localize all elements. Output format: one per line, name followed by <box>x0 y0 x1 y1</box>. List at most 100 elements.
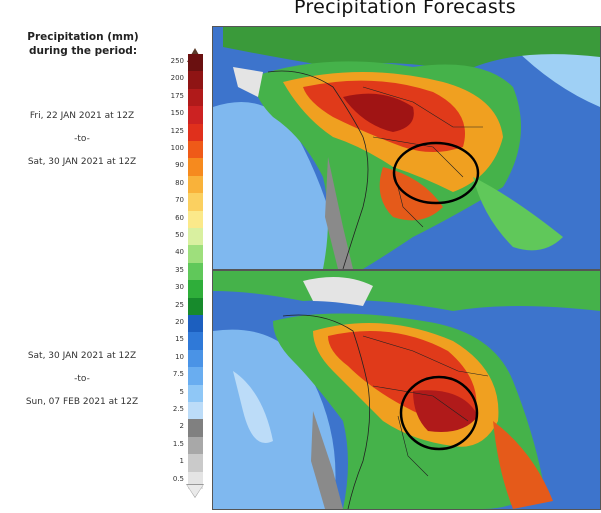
colorbar-tick-label: 7.5 <box>172 370 184 379</box>
colorbar-swatch <box>188 193 203 211</box>
colorbar-swatch <box>188 384 203 402</box>
map-2-rain-darkred <box>413 390 478 432</box>
colorbar-level: 10 <box>161 349 221 368</box>
colorbar-swatch <box>188 332 203 350</box>
colorbar-level: 125 <box>161 123 221 141</box>
period-1-end: Sat, 30 JAN 2021 at 12Z <box>27 157 137 167</box>
colorbar-level: 150 <box>161 106 221 124</box>
colorbar-tick-label: 0.5 <box>172 474 184 483</box>
map-1-andes-gray <box>325 157 353 269</box>
colorbar-level: 90 <box>161 158 221 176</box>
colorbar-level: 1 <box>161 454 221 472</box>
colorbar-tick-label: 30 <box>175 283 184 292</box>
colorbar-swatch <box>188 349 203 368</box>
colorbar-tick-label: 90 <box>175 161 184 170</box>
map-1-pacific-light <box>213 102 343 269</box>
colorbar-tick-label: 60 <box>175 213 184 222</box>
colorbar-tick-label: 20 <box>175 318 184 326</box>
colorbar-level: 100 <box>161 141 221 159</box>
colorbar-tick-label: 250 <box>170 57 184 65</box>
colorbar-tick-label: 40 <box>175 248 184 257</box>
map-1-rain-darkred <box>343 93 414 132</box>
colorbar-level: 2.5 <box>161 402 221 420</box>
colorbar-level: 15 <box>161 332 221 350</box>
map-1-svg <box>213 27 600 269</box>
colorbar-swatch <box>188 71 203 89</box>
colorbar-swatch <box>188 88 203 107</box>
legend-title-line1: Precipitation (mm) <box>27 31 139 43</box>
forecast-map-period-1 <box>212 26 601 270</box>
colorbar-swatch <box>188 245 203 263</box>
forecast-map-period-2 <box>212 270 601 510</box>
colorbar: 250 200 175 150 125 100 90 80 70 60 50 40 35 30 25 20 15… <box>161 54 221 490</box>
colorbar-swatch <box>188 454 203 472</box>
map-2-dry-north <box>303 277 373 306</box>
colorbar-swatch <box>188 262 203 281</box>
map-1-coastline <box>267 70 369 269</box>
colorbar-tick-label: 5 <box>179 387 184 396</box>
legend-title-line2: during the period: <box>28 45 138 57</box>
colorbar-swatch <box>188 123 203 141</box>
colorbar-swatch <box>188 228 203 246</box>
colorbar-swatch <box>188 54 203 72</box>
legend-title: Precipitation (mm) during the period: <box>8 30 158 58</box>
map-1-highlight-circle <box>392 141 480 205</box>
colorbar-level: 20 <box>161 315 221 333</box>
colorbar-level: 50 <box>161 228 221 246</box>
period-1-separator: -to- <box>74 134 90 144</box>
map-2-coastline <box>282 314 371 509</box>
map-2-pacific-light <box>213 329 336 509</box>
colorbar-swatch <box>188 315 203 333</box>
map-1-atlantic-band <box>473 177 563 251</box>
colorbar-tick-label: 1 <box>179 457 184 466</box>
colorbar-swatch <box>188 175 203 194</box>
colorbar-tick-label: 150 <box>170 109 184 118</box>
period-2-separator: -to- <box>74 374 90 384</box>
colorbar-swatch <box>188 402 203 420</box>
colorbar-level: 250 <box>161 54 221 72</box>
colorbar-swatch <box>188 141 203 159</box>
colorbar-tick-label: 2 <box>179 422 184 431</box>
map-2-andes-gray <box>311 411 343 509</box>
map-2-svg <box>213 271 600 509</box>
colorbar-tick-label: 50 <box>175 231 184 239</box>
colorbar-swatch <box>188 158 203 176</box>
period-label-2: Sat, 30 JAN 2021 at 12Z -to- Sun, 07 FEB… <box>2 350 162 419</box>
period-2-end: Sun, 07 FEB 2021 at 12Z <box>25 397 139 407</box>
period-1-start: Fri, 22 JAN 2021 at 12Z <box>29 111 135 121</box>
colorbar-swatch <box>188 419 203 437</box>
colorbar-tick-label: 70 <box>175 196 184 205</box>
chart-title: Precipitation Forecasts <box>294 0 516 18</box>
colorbar-swatch <box>188 210 203 228</box>
colorbar-tick-label: 100 <box>170 144 184 152</box>
colorbar-level: 40 <box>161 245 221 263</box>
colorbar-tick-label: 2.5 <box>172 405 184 413</box>
map-1-north-band <box>223 27 600 72</box>
colorbar-tick-label: 10 <box>175 352 184 361</box>
colorbar-level: 200 <box>161 71 221 89</box>
colorbar-level: 175 <box>161 88 221 107</box>
colorbar-swatch <box>188 436 203 455</box>
map-1-dry-patch <box>233 67 263 97</box>
map-2-highlight-circle <box>399 375 479 451</box>
colorbar-tick-label: 35 <box>175 265 184 274</box>
colorbar-tick-label: 175 <box>170 91 184 100</box>
colorbar-level: 60 <box>161 210 221 228</box>
colorbar-tick-label: 80 <box>175 178 184 187</box>
colorbar-level: 5 <box>161 384 221 402</box>
colorbar-level: 1.5 <box>161 436 221 455</box>
colorbar-level: 80 <box>161 175 221 194</box>
colorbar-level: 25 <box>161 297 221 315</box>
colorbar-level: 30 <box>161 280 221 298</box>
colorbar-tick-label: 125 <box>170 126 184 135</box>
colorbar-level: 35 <box>161 262 221 281</box>
map-2-borders <box>362 335 489 477</box>
colorbar-level: 2 <box>161 419 221 437</box>
colorbar-swatch <box>188 106 203 124</box>
map-2-rain-sacz <box>493 421 553 509</box>
period-2-start: Sat, 30 JAN 2021 at 12Z <box>27 351 137 361</box>
colorbar-level: 70 <box>161 193 221 211</box>
colorbar-tick-label: 25 <box>175 300 184 309</box>
colorbar-swatch <box>188 280 203 298</box>
colorbar-swatch <box>188 297 203 315</box>
